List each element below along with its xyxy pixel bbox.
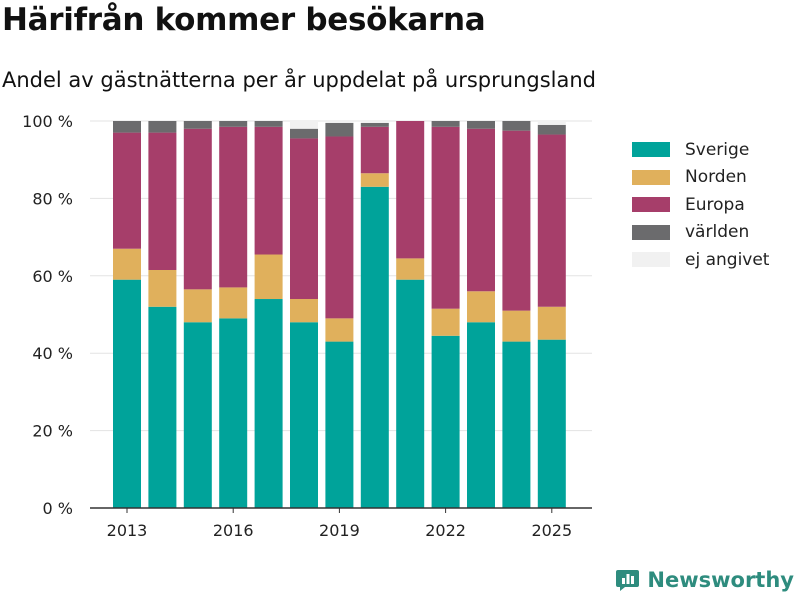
bar-segment-sverige-2023: [467, 322, 495, 508]
bar-segment-v-rlden-2020: [360, 122, 389, 127]
y-tick-label: 40 %: [32, 344, 73, 363]
bar-segment-sverige-2014: [148, 306, 177, 508]
y-tick-label: 80 %: [32, 189, 73, 208]
legend-swatch-ej-angivet: [632, 252, 670, 268]
legend-item-varlden[interactable]: världen: [632, 219, 769, 247]
bar-segment-europa-2013: [113, 132, 141, 249]
legend-label-norden: Norden: [685, 167, 747, 188]
brand-name: Newsworthy: [647, 567, 794, 592]
bar-segment-sverige-2016: [219, 318, 248, 508]
bar-segment-v-rlden-2022: [431, 121, 460, 127]
legend-label-varlden: världen: [685, 222, 750, 243]
bar-segment-v-rlden-2013: [113, 121, 141, 133]
bar-segment-norden-2019: [325, 318, 354, 342]
legend-label-europa: Europa: [685, 194, 745, 215]
bar-segment-v-rlden-2019: [325, 122, 354, 137]
legend-swatch-sverige: [632, 142, 670, 158]
bar-segment-v-rlden-2018: [290, 128, 318, 139]
legend-item-europa[interactable]: Europa: [632, 191, 769, 219]
bar-segment-europa-2015: [183, 128, 212, 290]
bar-segment-europa-2023: [467, 128, 495, 292]
bar-segment-norden-2015: [183, 289, 212, 323]
bar-segment-norden-2018: [290, 299, 318, 323]
bar-segment-v-rlden-2016: [219, 121, 248, 127]
legend-item-ej-angivet[interactable]: ej angivet: [632, 246, 769, 274]
brand-logo: Newsworthy: [615, 567, 794, 592]
bar-segment-norden-2014: [148, 269, 177, 307]
bar-segment-v-rlden-2023: [467, 121, 495, 129]
bar-segment-v-rlden-2025: [537, 124, 566, 135]
x-tick-label: 2022: [425, 521, 466, 540]
bar-segment-europa-2021: [396, 121, 425, 259]
bar-segment-sverige-2021: [396, 279, 425, 508]
y-tick-label: 20 %: [32, 422, 73, 441]
bar-segment-v-rlden-2017: [254, 121, 283, 127]
bar-segment-sverige-2024: [502, 341, 531, 508]
bar-segment-sverige-2015: [183, 322, 212, 508]
bar-segment-norden-2025: [537, 306, 566, 340]
bar-segment-norden-2022: [431, 308, 460, 336]
bar-segment-norden-2021: [396, 258, 425, 280]
bar-segment-europa-2014: [148, 132, 177, 270]
bar-segment-sverige-2022: [431, 335, 460, 508]
legend-item-norden[interactable]: Norden: [632, 164, 769, 192]
x-tick-label: 2013: [107, 521, 148, 540]
x-tick-label: 2025: [531, 521, 572, 540]
legend-swatch-varlden: [632, 224, 670, 240]
legend-item-sverige[interactable]: Sverige: [632, 136, 769, 164]
x-tick-label: 2016: [213, 521, 254, 540]
bar-segment-sverige-2013: [113, 279, 141, 508]
legend-label-ej-angivet: ej angivet: [685, 249, 770, 270]
legend: Sverige Norden Europa världen ej angivet: [632, 136, 769, 274]
bar-segment-norden-2020: [360, 173, 389, 187]
bar-segment-europa-2016: [219, 126, 248, 288]
bar-segment-v-rlden-2014: [148, 121, 177, 133]
bar-chart-logo-icon: [616, 570, 640, 591]
bar-segment-europa-2022: [431, 126, 460, 309]
bar-segment-sverige-2017: [254, 299, 283, 508]
bar-segment-europa-2020: [360, 126, 389, 174]
bar-segment-sverige-2025: [537, 339, 566, 508]
x-tick-label: 2019: [319, 521, 360, 540]
legend-swatch-norden: [632, 169, 670, 185]
y-tick-label: 60 %: [32, 267, 73, 286]
bar-segment-ej-angivet-2019: [325, 121, 354, 123]
bar-segment-v-rlden-2024: [502, 121, 531, 131]
legend-label-sverige: Sverige: [685, 139, 750, 160]
bar-segment-europa-2025: [537, 134, 566, 307]
bar-segment-sverige-2020: [360, 186, 389, 509]
y-tick-label: 0 %: [43, 499, 73, 518]
bar-segment-norden-2016: [219, 287, 248, 319]
bar-segment-v-rlden-2015: [183, 121, 212, 129]
bar-segment-europa-2017: [254, 126, 283, 255]
bar-segment-sverige-2019: [325, 341, 354, 508]
bar-segment-norden-2017: [254, 254, 283, 300]
bar-segment-norden-2023: [467, 291, 495, 323]
bar-segment-ej-angivet-2018: [290, 121, 318, 129]
bar-segment-norden-2013: [113, 248, 141, 280]
y-tick-label: 100 %: [22, 112, 73, 131]
bar-segment-sverige-2018: [290, 322, 318, 508]
chart-subtitle: Andel av gästnätterna per år uppdelat på…: [2, 68, 596, 92]
legend-swatch-europa: [632, 197, 670, 213]
bar-segment-ej-angivet-2025: [537, 121, 566, 125]
bar-segment-europa-2024: [502, 130, 531, 311]
chart-title: Härifrån kommer besökarna: [2, 2, 486, 38]
bar-segment-europa-2019: [325, 136, 354, 319]
bar-segment-ej-angivet-2020: [360, 121, 389, 123]
bar-segment-europa-2018: [290, 138, 318, 300]
bar-segment-norden-2024: [502, 310, 531, 342]
